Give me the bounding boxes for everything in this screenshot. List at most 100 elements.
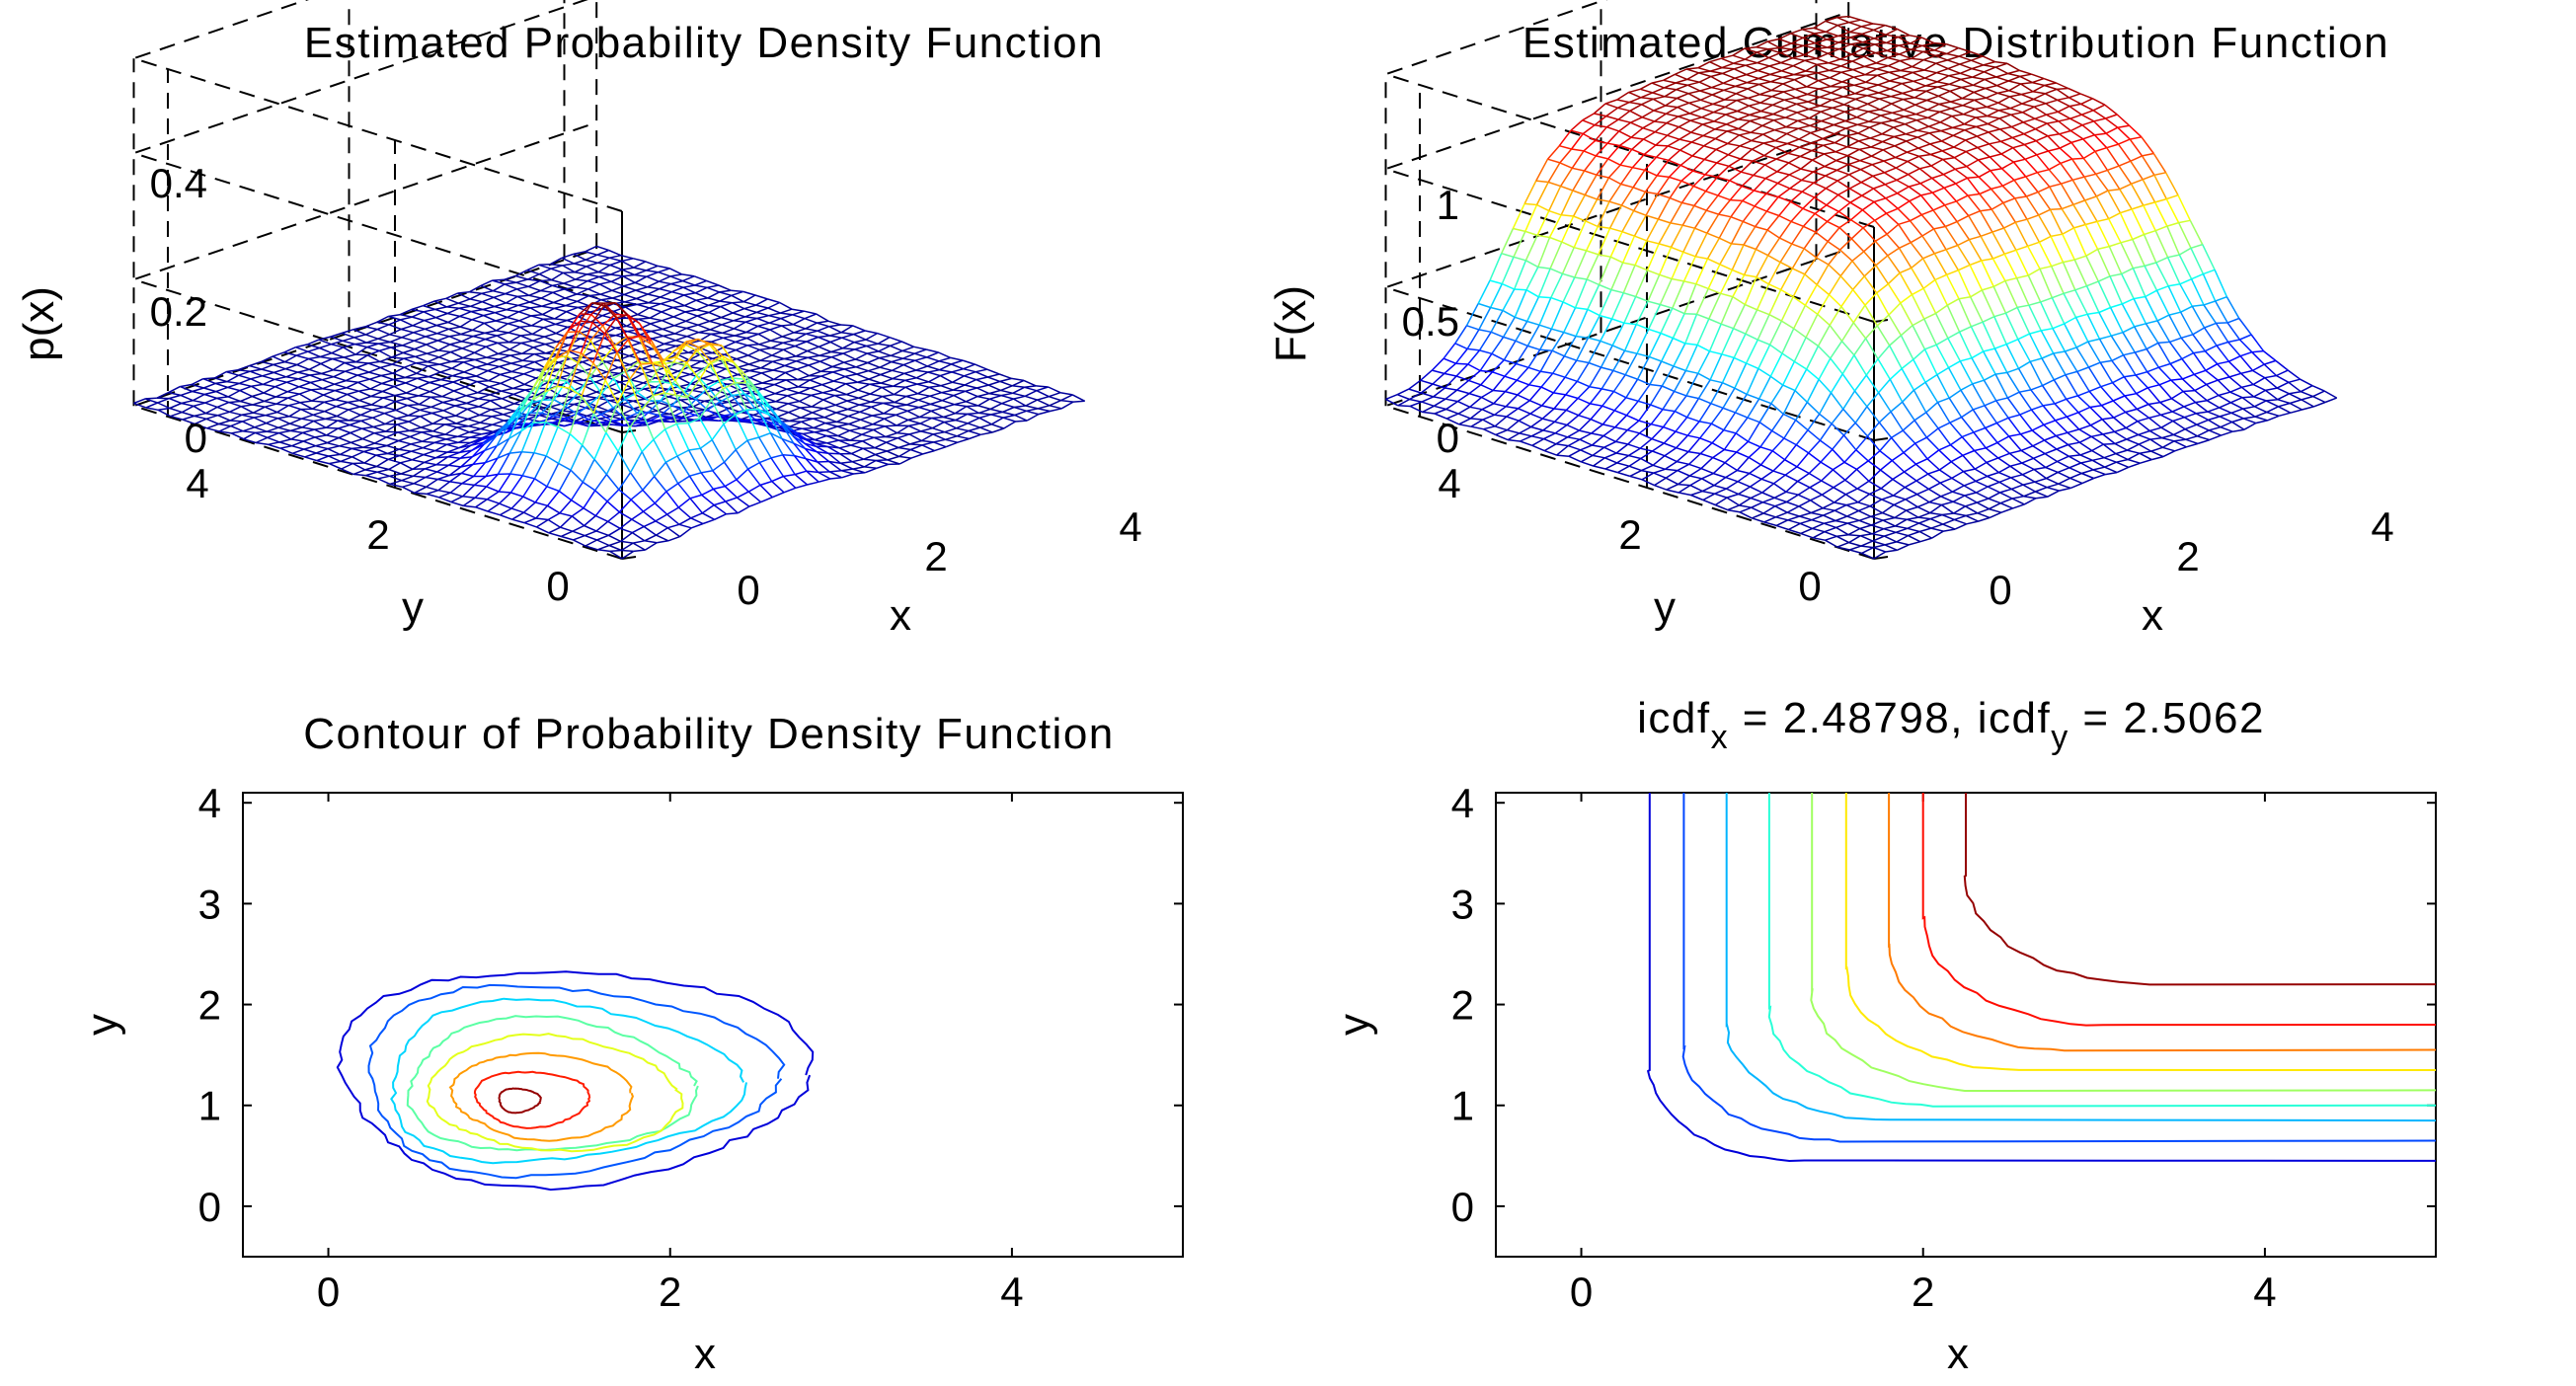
surface-mesh-segment <box>1950 108 1964 116</box>
surface-mesh-segment <box>919 410 932 419</box>
surface-mesh-segment <box>846 389 859 396</box>
surface-mesh-segment <box>808 364 821 372</box>
surface-mesh-segment <box>603 333 618 353</box>
surface-mesh-segment <box>1792 65 1806 72</box>
surface-mesh-segment <box>1628 88 1641 94</box>
surface-mesh-segment <box>1444 389 1458 400</box>
surface-mesh-segment <box>473 475 487 486</box>
surface-mesh-segment <box>241 412 254 417</box>
surface-mesh-segment <box>860 419 874 425</box>
surface-mesh-segment <box>2057 97 2069 102</box>
surface-mesh-segment <box>723 414 737 425</box>
surface-mesh-segment <box>898 455 912 459</box>
surface-mesh-segment <box>446 306 459 310</box>
surface-mesh-segment <box>833 383 846 391</box>
surface-mesh-segment <box>377 338 391 344</box>
surface-mesh-segment <box>698 343 711 348</box>
surface-mesh-segment <box>872 418 885 425</box>
surface-mesh-segment <box>441 390 454 398</box>
surface-mesh-segment <box>716 401 729 406</box>
surface-mesh-segment <box>425 336 438 342</box>
surface-mesh-segment <box>934 445 947 452</box>
surface-mesh-segment <box>1664 82 1677 89</box>
surface-mesh-segment <box>1744 276 1757 305</box>
surface-mesh-segment <box>290 438 304 442</box>
surface-mesh-segment <box>965 395 978 403</box>
surface-mesh-segment <box>928 381 942 387</box>
surface-mesh-segment <box>1958 55 1972 61</box>
surface-mesh-segment <box>1836 174 1850 182</box>
surface-mesh-segment <box>490 400 504 409</box>
surface-mesh-segment <box>581 349 594 358</box>
surface-mesh-segment <box>1827 52 1841 60</box>
surface-mesh-segment <box>1641 110 1655 118</box>
surface-mesh-segment <box>342 332 355 339</box>
surface-mesh-segment <box>643 525 657 536</box>
surface-mesh-segment <box>2045 103 2059 113</box>
surface-mesh-segment <box>585 391 597 398</box>
surface-mesh-segment <box>800 406 813 409</box>
surface-mesh-segment <box>1507 432 1521 441</box>
surface-mesh-segment <box>1524 204 1538 232</box>
surface-mesh-segment <box>1769 73 1783 79</box>
surface-mesh-segment <box>1781 73 1794 79</box>
surface-mesh-segment <box>647 286 661 290</box>
surface-mesh-segment <box>1682 227 1696 253</box>
surface-mesh-segment <box>1902 89 1914 95</box>
surface-mesh-segment <box>1870 140 1883 148</box>
surface-mesh-segment <box>288 404 301 411</box>
surface-mesh-segment <box>573 395 585 399</box>
surface-mesh-segment <box>1727 145 1741 156</box>
surface-mesh-segment <box>362 442 375 448</box>
surface-mesh-segment <box>1506 408 1520 418</box>
surface-mesh-segment <box>480 427 494 433</box>
surface-mesh-segment <box>892 372 905 380</box>
surface-mesh-segment <box>441 385 454 392</box>
surface-mesh-segment <box>1759 93 1772 98</box>
surface-mesh-segment <box>496 330 509 334</box>
surface-mesh-segment <box>1651 82 1665 89</box>
surface-mesh-segment <box>427 352 439 358</box>
surface-mesh-segment <box>1715 137 1729 145</box>
surface-mesh-segment <box>759 484 773 499</box>
surface-mesh-segment <box>1014 410 1027 417</box>
surface-mesh-segment <box>841 473 854 479</box>
surface-mesh-segment <box>527 278 540 282</box>
surface-mesh-segment <box>845 383 859 391</box>
surface-mesh-segment <box>1584 155 1597 172</box>
surface-mesh-segment <box>1770 81 1783 85</box>
surface-mesh-segment <box>1719 264 1733 271</box>
surface-mesh-segment <box>1652 442 1665 452</box>
surface-mesh-segment <box>1700 103 1714 110</box>
pdf-x-tick-label: 0 <box>737 567 759 613</box>
surface-mesh-segment <box>1730 215 1744 223</box>
surface-mesh-segment <box>932 421 945 429</box>
surface-mesh-segment <box>552 282 565 287</box>
surface-mesh-segment <box>531 333 545 338</box>
surface-mesh-segment <box>1670 222 1683 226</box>
surface-mesh-segment <box>203 387 217 393</box>
surface-mesh-segment <box>314 428 328 436</box>
surface-mesh-segment <box>664 461 679 485</box>
surface-mesh-segment <box>617 450 632 474</box>
surface-mesh-segment <box>560 380 573 386</box>
surface-mesh-segment <box>1689 116 1702 121</box>
surface-mesh-segment <box>205 418 219 425</box>
surface-mesh-segment <box>722 355 735 363</box>
surface-mesh-segment <box>597 262 611 267</box>
surface-mesh-segment <box>1536 210 1550 236</box>
surface-mesh-segment <box>182 419 195 425</box>
surface-mesh-segment <box>1568 449 1582 457</box>
surface-mesh-segment <box>487 363 500 368</box>
surface-mesh-segment <box>1687 93 1701 101</box>
surface-mesh-segment <box>771 354 785 360</box>
surface-mesh-segment <box>1633 209 1647 216</box>
surface-mesh-segment <box>898 443 910 449</box>
surface-mesh-segment <box>471 443 485 451</box>
surface-mesh-segment <box>823 417 837 424</box>
surface-mesh-segment <box>978 417 992 425</box>
surface-mesh-segment <box>520 399 534 432</box>
surface-mesh-segment <box>1984 66 1996 73</box>
surface-mesh-segment <box>1422 411 1436 415</box>
surface-mesh-segment <box>214 377 228 383</box>
